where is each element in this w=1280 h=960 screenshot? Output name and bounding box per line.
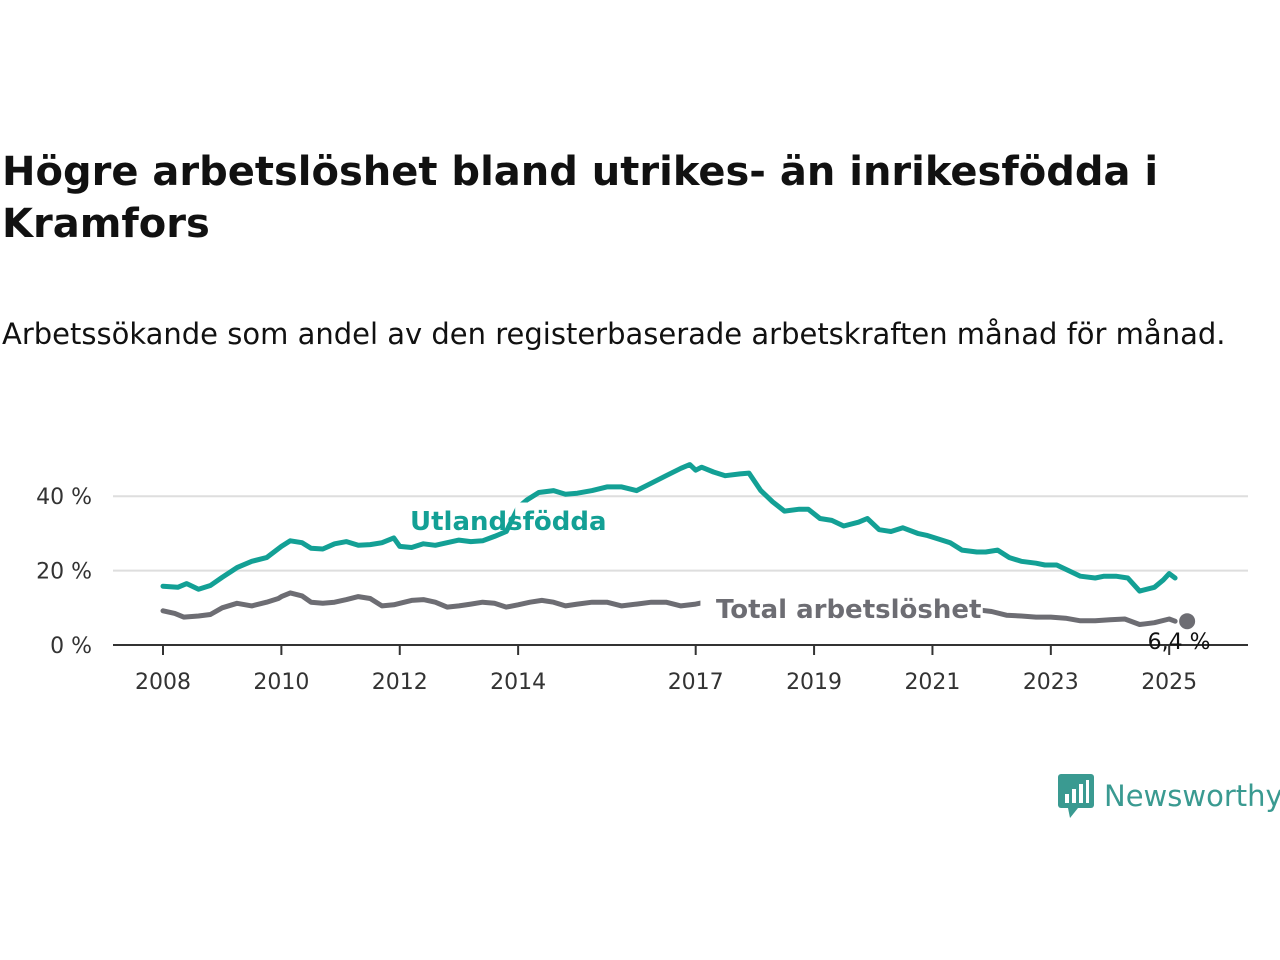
x-tick-label: 2023 <box>1023 670 1079 695</box>
label-halo <box>515 502 536 538</box>
x-tick-label: 2025 <box>1141 670 1197 695</box>
y-tick-label: 40 % <box>36 485 92 510</box>
label-halo <box>700 594 983 627</box>
x-tick-label: 2010 <box>253 670 309 695</box>
x-tick-label: 2008 <box>135 670 191 695</box>
end-point-marker <box>1179 613 1196 630</box>
y-tick-label: 0 % <box>50 634 92 659</box>
newsworthy-logo[interactable]: Newsworthy <box>1058 772 1280 820</box>
end-value-label: 6,4 % <box>1148 630 1211 655</box>
x-tick-label: 2019 <box>786 670 842 695</box>
x-tick-label: 2014 <box>490 670 546 695</box>
x-tick-label: 2012 <box>372 670 428 695</box>
series-line-utlandsfodda <box>160 462 1178 594</box>
series-line-total <box>160 590 1178 627</box>
x-tick-label: 2017 <box>668 670 724 695</box>
y-tick-label: 20 % <box>36 560 92 585</box>
chart-subtitle: Arbetssökande som andel av den registerb… <box>2 317 1226 351</box>
newsworthy-bar-chart-icon <box>1058 774 1094 818</box>
line-chart: 0 % 20 % 40 % 2008 2010 2012 2014 2017 2019 2021 2… <box>36 462 1248 695</box>
series-label-total: Total arbetslöshet <box>716 595 981 625</box>
series-label-utlandsfodda: Utlandsfödda <box>410 507 607 537</box>
x-tick-label: 2021 <box>904 670 960 695</box>
logo-text: Newsworthy <box>1104 779 1280 813</box>
chart-title: Högre arbetslöshet bland utrikes- än inr… <box>2 149 1159 247</box>
